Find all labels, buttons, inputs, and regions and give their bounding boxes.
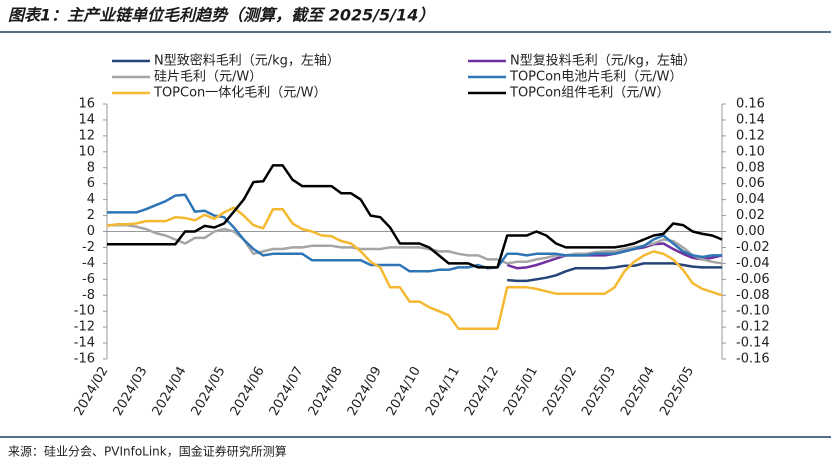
y2-tick-label: 0.06	[736, 176, 765, 191]
x-tick-label: 2024/03	[111, 364, 151, 418]
y2-tick-label: -0.04	[736, 256, 770, 271]
y2-tick-label: 0.16	[736, 97, 765, 112]
y-tick-label: 4	[87, 192, 95, 207]
legend-label: TOPCon电池片毛利（元/W）	[509, 70, 683, 85]
series-line	[107, 193, 722, 273]
x-tick-label: 2024/02	[71, 364, 111, 418]
x-tick-label: 2025/01	[501, 364, 541, 418]
y-tick-label: 2	[87, 208, 95, 223]
x-tick-label: 2024/09	[345, 364, 385, 418]
x-tick-label: 2025/05	[657, 364, 697, 418]
x-tick-label: 2024/11	[423, 364, 463, 418]
y2-tick-label: -0.12	[736, 320, 770, 335]
x-tick-label: 2024/04	[150, 364, 190, 418]
legend-label: TOPCon组件毛利（元/W）	[509, 86, 670, 101]
y2-tick-label: 0.12	[736, 128, 765, 143]
y-tick-label: -14	[74, 336, 95, 351]
y-tick-label: 10	[78, 144, 95, 159]
y2-tick-label: 0.14	[736, 112, 765, 127]
y2-tick-label: -0.14	[736, 336, 770, 351]
y2-tick-label: -0.08	[736, 288, 770, 303]
series-line	[107, 223, 723, 265]
y-tick-label: -12	[74, 320, 95, 335]
y2-tick-label: -0.16	[736, 352, 770, 367]
legend-label: 硅片毛利（元/W）	[154, 70, 262, 85]
y-tick-label: 14	[78, 112, 95, 127]
x-tick-label: 2025/02	[540, 364, 580, 418]
y2-tick-label: -0.02	[736, 240, 770, 255]
y-tick-label: -16	[74, 352, 95, 367]
y2-tick-label: -0.06	[736, 272, 770, 287]
y-tick-label: -2	[82, 240, 95, 255]
x-tick-label: 2025/03	[579, 364, 619, 418]
x-tick-label: 2024/05	[189, 364, 229, 418]
x-tick-label: 2025/04	[618, 364, 658, 418]
y-tick-label: -10	[74, 304, 95, 319]
y-tick-label: 8	[87, 160, 95, 175]
y2-tick-label: 0.04	[736, 192, 765, 207]
chart-title: 图表1：主产业链单位毛利趋势（测算，截至 2025/5/14）	[8, 6, 434, 25]
y-tick-label: -6	[82, 272, 95, 287]
source: 来源：硅业分会、PVInfoLink，国金证券研究所测算	[8, 444, 287, 459]
x-tick-label: 2024/12	[462, 364, 502, 418]
y-tick-label: 0	[87, 224, 95, 239]
series-line	[507, 262, 722, 283]
legend-label: N型致密料毛利（元/kg，左轴）	[154, 53, 340, 69]
series-line	[107, 164, 723, 269]
x-tick-label: 2024/06	[228, 364, 268, 418]
y2-tick-label: -0.10	[736, 304, 770, 319]
x-tick-label: 2024/10	[384, 364, 424, 418]
y2-tick-label: 0.08	[736, 160, 765, 175]
y2-tick-label: 0.10	[736, 144, 765, 159]
y-tick-label: -8	[82, 288, 95, 303]
y2-tick-label: 0.00	[736, 224, 765, 239]
x-tick-label: 2024/08	[306, 364, 346, 418]
legend-label: N型复投料毛利（元/kg，左轴）	[510, 53, 696, 69]
x-tick-label: 2024/07	[267, 364, 307, 418]
y-tick-label: -4	[82, 256, 95, 271]
legend-label: TOPCon一体化毛利（元/W）	[153, 86, 327, 101]
y-tick-label: 12	[78, 128, 95, 143]
y-tick-label: 6	[87, 176, 95, 191]
y-tick-label: 16	[78, 97, 95, 112]
series-line	[106, 206, 723, 330]
y2-tick-label: 0.02	[736, 208, 765, 223]
